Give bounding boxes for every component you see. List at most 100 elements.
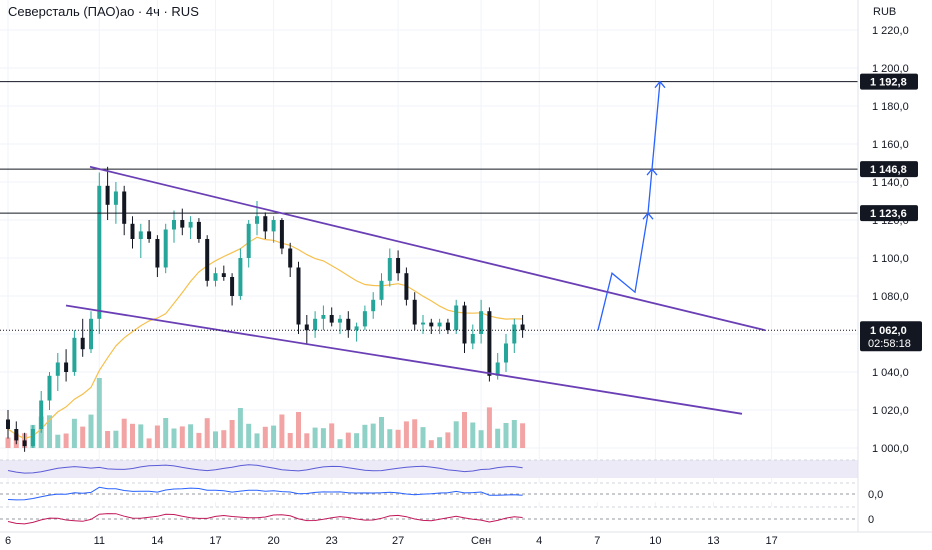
volume-bar: [403, 421, 409, 448]
candle-body: [346, 318, 351, 331]
channel-upper-line: [89, 165, 766, 332]
y-tick-label: 1 020,0: [872, 405, 909, 417]
x-tick-label: 14: [151, 535, 163, 547]
candle-body: [6, 419, 10, 429]
candle-body: [445, 322, 450, 331]
x-tick-label: 13: [707, 535, 719, 547]
candle-body: [304, 324, 309, 331]
volume-bar: [520, 423, 526, 448]
candle-body: [504, 343, 508, 363]
volume-bar: [271, 425, 277, 448]
candle-body: [238, 258, 243, 296]
volume-bar: [246, 423, 252, 448]
candle-body: [80, 337, 85, 350]
x-tick-label: 17: [209, 535, 221, 547]
volume-bar: [121, 418, 127, 448]
volume-bar: [486, 407, 492, 448]
candle-body: [172, 220, 176, 230]
candle-body: [412, 299, 417, 325]
volume-bar: [312, 427, 318, 448]
candle-body: [213, 273, 218, 281]
candle-body: [97, 185, 102, 319]
level-price-label: 1 123,6: [870, 208, 907, 220]
volume-bar: [88, 414, 94, 448]
candle-body: [47, 375, 52, 401]
candle-body: [22, 440, 27, 447]
level-price-tag: [860, 161, 918, 178]
arrow-head: [642, 212, 654, 220]
candle-body: [105, 185, 110, 205]
candle-body: [14, 429, 19, 441]
volume-bar: [420, 427, 426, 448]
candle-body: [429, 322, 434, 327]
last-price-label: 1 062,0: [870, 325, 907, 337]
last-price-tag: [860, 321, 922, 352]
volume-bar: [229, 420, 235, 448]
indicator-pane: [0, 483, 858, 502]
volume-bar: [196, 432, 202, 448]
x-tick-label: 23: [326, 535, 338, 547]
volume-bar: [379, 417, 384, 448]
volume-bar: [262, 426, 268, 448]
volume-bar: [304, 433, 310, 448]
volume-bar: [55, 434, 61, 448]
stoch-rsi-line: [7, 464, 523, 474]
volume-bar: [138, 424, 144, 448]
volume-bar: [179, 426, 185, 448]
candle-body: [221, 273, 226, 277]
volume-bar: [462, 412, 467, 448]
candle-body: [379, 280, 384, 300]
candle-body: [138, 231, 143, 239]
channel-lower-line: [65, 304, 743, 415]
volume-bar: [237, 408, 243, 448]
candle-body: [89, 318, 93, 350]
volume-bar: [80, 426, 86, 448]
level-price-tag: [860, 205, 918, 222]
candle-body: [72, 337, 77, 372]
candle-body: [421, 322, 425, 325]
chart-title: Северсталь (ПАО)ао · 4ч · RUS: [8, 4, 199, 19]
volume-bar: [412, 419, 418, 448]
candle-body: [387, 258, 392, 281]
volume-bar: [130, 423, 135, 448]
candle-body: [130, 223, 135, 239]
volume-bar: [370, 423, 376, 448]
volume-bar: [171, 428, 177, 448]
candle-body: [230, 277, 235, 296]
x-tick-label: 27: [392, 535, 404, 547]
y-tick-label: 1 160,0: [872, 139, 909, 151]
volume-bar: [221, 430, 227, 448]
candle-body: [288, 248, 293, 268]
y-tick-label: 1 080,0: [872, 291, 909, 303]
y-tick-label: 1 000,0: [872, 443, 909, 455]
candle-body: [396, 258, 401, 274]
candle-body: [313, 318, 318, 331]
level-price-label: 1 192,8: [870, 77, 907, 89]
candle-body: [205, 239, 210, 281]
volume-bar: [163, 418, 169, 448]
volume-bar: [154, 425, 160, 448]
macd-line: [7, 486, 523, 501]
candle-body: [147, 231, 152, 239]
countdown-label: 02:58:18: [868, 338, 911, 350]
level-price-label: 1 146,8: [870, 164, 907, 176]
volume-bar: [511, 420, 517, 448]
indicator-axis-label: 0: [868, 514, 874, 526]
volume-bar: [254, 433, 260, 448]
candle-body: [263, 216, 268, 232]
volume-bar: [71, 418, 77, 448]
candle-body: [163, 229, 168, 268]
volume-bar: [453, 421, 459, 448]
candle-body: [470, 334, 475, 344]
candle-body: [155, 239, 160, 268]
candle-body: [246, 223, 251, 258]
volume-bar: [5, 437, 11, 448]
indicator-pane: [0, 460, 858, 478]
volume-bar: [387, 429, 393, 448]
volume-bar: [204, 418, 210, 448]
candle-body: [329, 315, 334, 323]
arrow-head: [646, 168, 658, 176]
volume-bar: [188, 424, 194, 448]
